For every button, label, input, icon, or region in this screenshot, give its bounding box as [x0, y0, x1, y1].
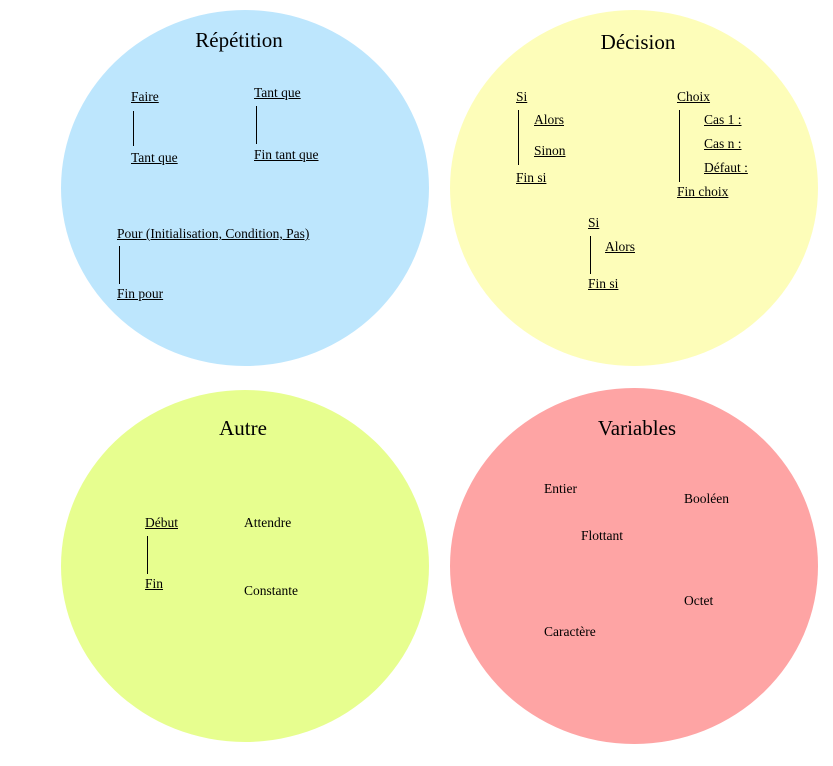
- title-variables: Variables: [597, 416, 677, 440]
- label-entier: Entier: [544, 481, 577, 496]
- label-alors: Alors: [534, 112, 564, 127]
- label-fin-si: Fin si: [516, 170, 547, 185]
- circle-repetition: [61, 10, 429, 366]
- connector-si-2: [590, 236, 591, 274]
- label-choix: Choix: [677, 89, 711, 104]
- label-cas-n: Cas n :: [704, 136, 742, 151]
- label-fin-tant-que: Fin tant que: [254, 147, 319, 162]
- label-tant-que-end: Tant que: [131, 150, 178, 165]
- connector-si: [518, 110, 519, 165]
- label-octet: Octet: [684, 593, 714, 608]
- label-attendre: Attendre: [244, 515, 292, 530]
- connector-choix: [679, 110, 680, 182]
- label-alors-2: Alors: [605, 239, 635, 254]
- label-constante: Constante: [244, 583, 298, 598]
- label-fin-si-2: Fin si: [588, 276, 619, 291]
- label-flottant: Flottant: [581, 528, 624, 543]
- label-caractere: Caractère: [544, 624, 596, 639]
- label-cas-1: Cas 1 :: [704, 112, 742, 127]
- title-decision: Décision: [600, 30, 676, 54]
- label-debut: Début: [145, 515, 178, 530]
- label-sinon: Sinon: [534, 143, 566, 158]
- label-fin-pour: Fin pour: [117, 286, 164, 301]
- title-repetition: Répétition: [195, 28, 283, 52]
- label-fin-choix: Fin choix: [677, 184, 729, 199]
- title-autre: Autre: [219, 416, 267, 440]
- label-pour: Pour (Initialisation, Condition, Pas): [117, 226, 310, 241]
- connector-faire: [133, 111, 134, 146]
- label-si: Si: [516, 89, 528, 104]
- connector-pour: [119, 246, 120, 284]
- label-tant-que: Tant que: [254, 85, 301, 100]
- circle-decision: [450, 10, 818, 366]
- label-booleen: Booléen: [684, 491, 729, 506]
- label-fin: Fin: [145, 576, 164, 591]
- connector-tant-que: [256, 106, 257, 144]
- label-faire: Faire: [131, 89, 159, 104]
- circle-autre: [61, 390, 429, 742]
- label-defaut: Défaut :: [704, 160, 748, 175]
- circle-variables: [450, 388, 818, 744]
- label-si-2: Si: [588, 215, 600, 230]
- connector-debut: [147, 536, 148, 574]
